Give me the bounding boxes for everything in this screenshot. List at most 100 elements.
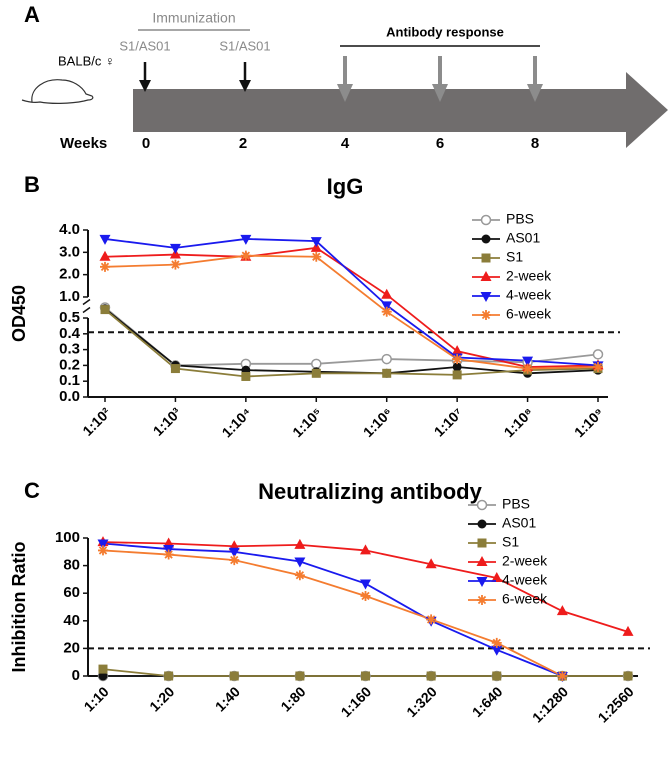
marker (360, 579, 371, 590)
marker (491, 645, 503, 656)
x-tick-label: 1:10² (79, 404, 114, 439)
legend-label: S1 (502, 534, 519, 550)
y-tick-label: 20 (63, 639, 80, 656)
legend-label: AS01 (502, 515, 536, 531)
marker (98, 671, 108, 681)
x-tick-label: 1:2560 (595, 683, 637, 725)
marker (164, 671, 174, 681)
y-axis-label: Inhibition Ratio (9, 542, 29, 673)
marker (98, 545, 108, 556)
series-line (104, 308, 599, 378)
marker (593, 361, 603, 372)
y-tick-label: 1.0 (59, 288, 80, 305)
marker (381, 288, 393, 299)
marker (481, 234, 491, 244)
marker (557, 671, 568, 681)
axis-label: Weeks (60, 135, 107, 152)
legend-label: 2-week (506, 268, 552, 284)
marker (522, 356, 534, 367)
y-tick-label: 0.3 (59, 341, 80, 358)
marker (100, 305, 110, 315)
marker (240, 250, 251, 261)
marker (476, 499, 488, 511)
marker (477, 519, 487, 529)
legend-label: AS01 (506, 230, 540, 246)
week-label: 2 (239, 135, 247, 152)
legend-label: 6-week (506, 306, 552, 322)
y-tick-label: 0.0 (59, 388, 80, 405)
week-label: 0 (142, 135, 150, 152)
marker (382, 368, 392, 378)
phase-label: Antibody response (386, 24, 504, 39)
week-label: 6 (436, 135, 444, 152)
x-tick-label: 1:10⁵ (289, 404, 325, 440)
chart-title: Neutralizing antibody (258, 479, 482, 504)
marker (311, 251, 322, 262)
marker (476, 556, 488, 566)
dose-arrow-head (239, 80, 251, 92)
marker (311, 358, 322, 370)
marker (592, 349, 604, 360)
marker (294, 570, 305, 581)
x-tick-label: 1:10⁹ (571, 404, 607, 440)
y-tick-label: 0.1 (59, 372, 80, 389)
marker (240, 234, 252, 245)
series-line (104, 238, 599, 367)
week-label: 8 (531, 135, 539, 152)
y-tick-label: 0.4 (59, 325, 81, 342)
x-tick-label: 1:640 (469, 683, 506, 720)
axis-break (82, 298, 91, 314)
mouse-icon (21, 79, 94, 104)
marker (623, 671, 633, 681)
marker (477, 595, 487, 605)
panel-label: A (24, 2, 40, 27)
marker (452, 354, 463, 365)
panel-label: C (24, 478, 40, 503)
marker (425, 558, 437, 569)
marker (480, 214, 492, 226)
marker (163, 549, 174, 560)
x-tick-label: 1:40 (212, 683, 243, 714)
legend-label: 6-week (502, 591, 548, 607)
panel-label: B (24, 172, 40, 197)
week-label: 4 (341, 135, 350, 152)
marker (622, 625, 634, 636)
y-tick-label: 80 (63, 557, 80, 574)
marker (381, 306, 392, 317)
marker (229, 555, 240, 566)
marker (556, 605, 568, 616)
marker (451, 345, 463, 356)
marker (228, 540, 240, 551)
x-tick-label: 1:1280 (529, 683, 571, 725)
y-axis-label: OD450 (9, 285, 29, 342)
marker (476, 577, 488, 587)
x-tick-label: 1:10⁸ (501, 404, 537, 440)
series-line (104, 254, 599, 370)
x-tick-label: 1:10 (81, 683, 112, 714)
marker (426, 614, 437, 625)
marker (360, 544, 371, 555)
series-line (104, 246, 599, 368)
marker (491, 637, 502, 648)
marker (481, 253, 491, 263)
y-tick-label: 3.0 (59, 243, 80, 260)
dose-label: S1/AS01 (219, 38, 270, 53)
marker (381, 301, 393, 312)
legend-label: 4-week (502, 572, 548, 588)
marker (477, 538, 487, 548)
marker (295, 671, 305, 681)
marker (426, 671, 436, 681)
marker (522, 363, 533, 374)
marker (170, 364, 180, 374)
marker (480, 271, 492, 281)
marker (99, 234, 111, 245)
x-tick-label: 1:20 (146, 683, 177, 714)
y-tick-label: 60 (63, 584, 80, 601)
legend-label: PBS (502, 496, 530, 512)
marker (381, 353, 392, 365)
marker (492, 671, 502, 681)
marker (452, 370, 462, 380)
marker (481, 310, 491, 320)
